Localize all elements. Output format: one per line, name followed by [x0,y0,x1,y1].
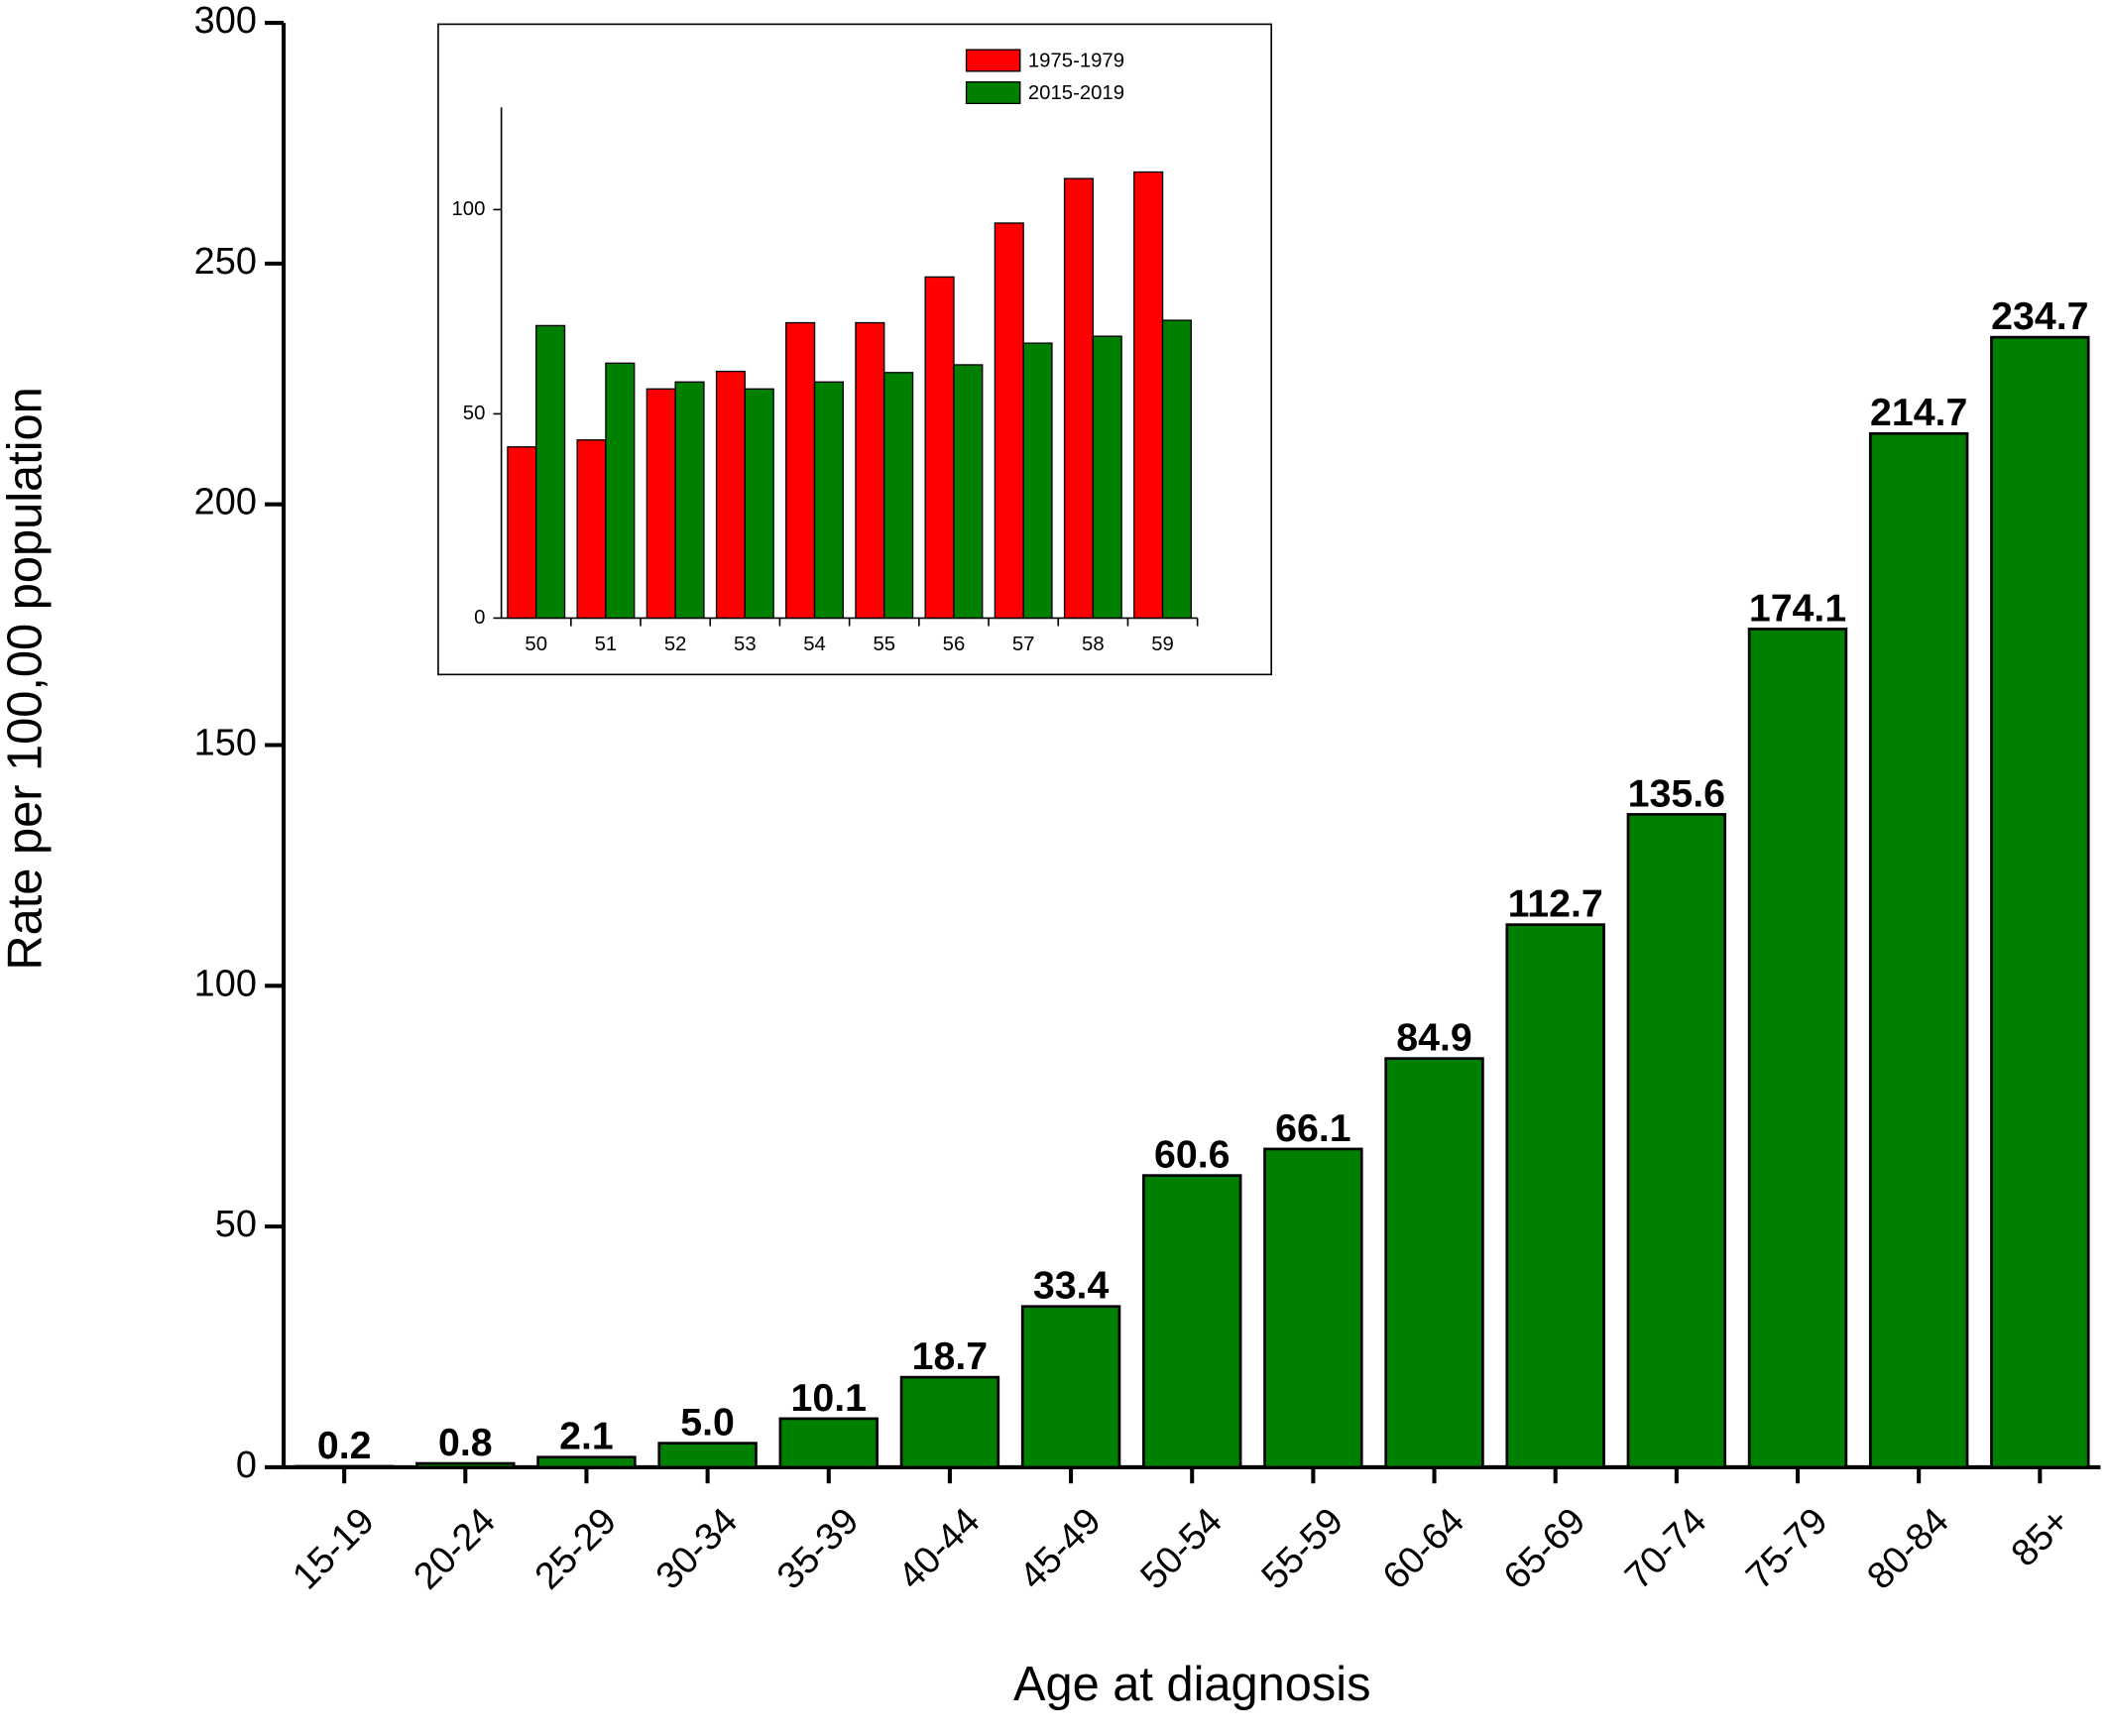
bar [507,446,537,620]
bar [1990,335,2090,1469]
y-tick-label: 50 [463,403,486,424]
y-tick-label: 0 [236,1445,257,1486]
bar [855,321,885,620]
bar [994,222,1024,620]
value-label: 66.1 [1275,1106,1350,1150]
bar [645,388,676,620]
x-tick-label: 50-54 [1133,1500,1231,1597]
bar [535,324,566,620]
value-label: 10.1 [791,1376,867,1420]
value-label: 84.9 [1396,1016,1471,1060]
y-tick-label: 150 [194,723,257,764]
bar [1133,171,1164,620]
x-tick-label: 45-49 [1011,1500,1109,1597]
bar [415,1461,516,1469]
x-tick-label: 53 [734,634,757,655]
bar [536,1455,637,1469]
value-label: 2.1 [559,1415,614,1458]
bar [924,276,955,620]
x-tick-label: 55 [873,634,895,655]
x-tick-label: 15-19 [285,1500,382,1597]
bar [899,1375,1000,1469]
value-label: 33.4 [1033,1264,1110,1308]
legend-label: 1975-1979 [1028,51,1124,72]
bar [883,372,914,620]
x-tick-label: 65-69 [1496,1500,1593,1597]
x-tick-label: 85+ [2004,1500,2078,1574]
x-tick-label: 50 [525,634,547,655]
y-tick-label: 100 [451,198,485,220]
bar [1626,813,1727,1469]
bar [1020,1305,1121,1469]
x-tick-label: 55-59 [1254,1500,1351,1597]
bar [1092,335,1122,620]
y-tick-label: 300 [194,0,257,42]
x-tick-label: 57 [1012,634,1035,655]
value-label: 5.0 [680,1401,735,1445]
legend-label: 2015-2019 [1028,82,1124,104]
bar [293,1464,395,1469]
bar [785,321,816,620]
legend-swatch [965,49,1021,72]
bar [1384,1057,1484,1469]
x-tick-label: 80-84 [1859,1500,1956,1597]
y-tick-label: 0 [474,607,485,629]
x-tick-label: 52 [664,634,687,655]
legend-swatch [965,80,1021,105]
x-tick-label: 20-24 [407,1500,504,1597]
x-tick-label: 25-29 [528,1500,625,1597]
x-tick-label: 70-74 [1617,1500,1714,1597]
value-label: 112.7 [1508,882,1603,926]
value-label: 60.6 [1154,1133,1230,1177]
bar [674,381,705,620]
value-label: 135.6 [1628,771,1725,815]
bar [657,1442,758,1469]
value-label: 174.1 [1749,586,1846,630]
x-tick-label: 51 [595,634,618,655]
y-tick-label: 100 [194,963,257,1004]
value-label: 214.7 [1870,391,1967,434]
x-tick-label: 75-79 [1738,1500,1835,1597]
y-axis-title: Rate per 100,00 population [0,387,52,970]
x-tick-label: 40-44 [890,1500,988,1597]
value-label: 0.2 [317,1424,372,1467]
x-tick-label: 35-39 [769,1500,867,1597]
bar [778,1417,879,1469]
bar [1505,923,1605,1469]
bar [605,362,636,620]
bar [1868,431,1969,1469]
bar [744,388,774,620]
x-tick-label: 60-64 [1375,1500,1472,1597]
x-axis-title: Age at diagnosis [1013,1658,1371,1711]
bar [576,439,607,620]
x-tick-label: 54 [803,634,826,655]
bar [1161,319,1193,620]
bar [813,381,845,620]
value-label: 18.7 [912,1334,988,1378]
y-tick-label: 50 [215,1204,257,1245]
bar [1142,1174,1242,1469]
bar [1263,1147,1363,1469]
y-tick-label: 250 [194,241,257,283]
x-tick-label: 58 [1082,634,1105,655]
bar [953,364,984,620]
value-label: 234.7 [1991,294,2088,338]
x-tick-label: 30-34 [648,1500,746,1597]
x-tick-label: 59 [1151,634,1174,655]
bar [1747,628,1848,1469]
y-tick-label: 200 [194,482,257,523]
x-tick-label: 56 [943,634,966,655]
bar [715,370,747,620]
bar [1063,177,1095,620]
bar [1022,342,1053,620]
value-label: 0.8 [438,1421,493,1464]
